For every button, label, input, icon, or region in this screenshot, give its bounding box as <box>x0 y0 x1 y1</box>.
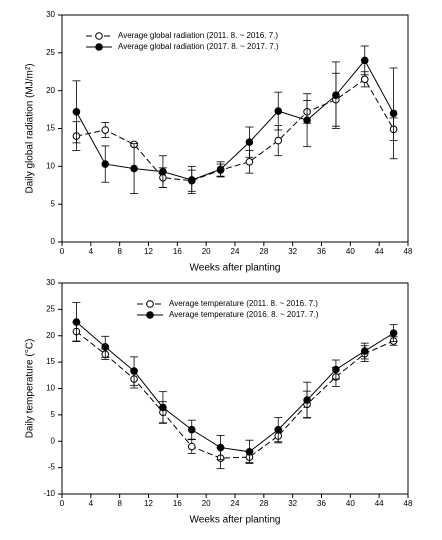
x-tick-label: 48 <box>404 499 413 508</box>
data-point <box>332 365 340 374</box>
data-point <box>360 56 369 65</box>
data-point <box>130 164 138 173</box>
x-tick-label: 32 <box>288 499 297 508</box>
x-tick-label: 20 <box>202 247 211 256</box>
y-tick-label: -10 <box>43 489 55 498</box>
x-tick-label: 8 <box>117 247 122 256</box>
data-point <box>360 347 369 355</box>
series-line <box>75 59 395 181</box>
y-axis-label: Daily global radiation (MJ/m²) <box>25 63 36 193</box>
data-point <box>101 126 110 134</box>
data-point <box>187 425 196 434</box>
legend-label: Average temperature (2016. 8. ~ 2017. 7.… <box>169 310 319 319</box>
x-axis-label: Weeks after planting <box>190 263 281 274</box>
data-point <box>159 403 167 412</box>
y-tick-label: 25 <box>46 48 55 57</box>
y-tick-label: 5 <box>51 199 56 208</box>
x-tick-label: 44 <box>375 247 384 256</box>
y-tick-label: 30 <box>46 278 55 287</box>
data-point <box>332 91 340 100</box>
data-point <box>303 396 311 404</box>
y-tick-label: 20 <box>46 331 55 340</box>
x-tick-label: 32 <box>288 247 297 256</box>
legend-label: Average global radiation (2011. 8. ~ 201… <box>118 31 278 40</box>
x-tick-label: 4 <box>89 247 94 256</box>
x-tick-label: 20 <box>202 499 211 508</box>
legend-marker <box>146 311 154 319</box>
x-tick-label: 0 <box>60 247 65 256</box>
data-point <box>187 176 196 184</box>
y-tick-label: 0 <box>51 237 56 246</box>
data-point <box>303 116 311 124</box>
legend-label: Average temperature (2011. 8. ~ 2016. 7.… <box>169 299 318 308</box>
data-point <box>130 367 138 375</box>
x-tick-label: 12 <box>144 247 153 256</box>
data-point <box>245 138 254 146</box>
data-point <box>389 109 398 118</box>
legend-marker <box>95 43 103 51</box>
data-point <box>187 442 196 451</box>
x-tick-label: 8 <box>117 499 122 508</box>
x-tick-label: 36 <box>317 499 326 508</box>
data-point <box>101 160 110 168</box>
series-line <box>76 78 395 182</box>
y-tick-label: 30 <box>46 10 55 19</box>
data-point <box>245 448 254 456</box>
y-tick-label: 25 <box>46 304 55 313</box>
data-point <box>159 167 167 176</box>
data-point <box>216 165 225 174</box>
legend-marker <box>95 32 103 40</box>
data-point <box>274 425 283 434</box>
x-tick-label: 4 <box>89 499 94 508</box>
x-tick-label: 40 <box>346 247 355 256</box>
y-tick-label: -5 <box>48 463 56 472</box>
y-tick-label: 10 <box>46 384 55 393</box>
y-tick-label: 20 <box>46 86 55 95</box>
data-point <box>216 443 225 452</box>
y-tick-label: 0 <box>51 436 56 445</box>
y-tick-label: 10 <box>46 161 55 170</box>
x-tick-label: 40 <box>346 499 355 508</box>
data-point <box>274 107 283 115</box>
y-tick-label: 15 <box>46 357 55 366</box>
x-tick-label: 48 <box>404 247 413 256</box>
data-point <box>274 136 283 145</box>
x-tick-label: 16 <box>173 499 182 508</box>
y-axis-label: Daily temperature (°C) <box>25 339 36 439</box>
y-tick-label: 5 <box>51 410 56 419</box>
data-point <box>389 329 398 337</box>
x-axis-label: Weeks after planting <box>190 515 281 526</box>
y-tick-label: 15 <box>46 124 55 133</box>
x-tick-label: 36 <box>317 247 326 256</box>
x-tick-label: 44 <box>375 499 384 508</box>
x-tick-label: 28 <box>259 247 268 256</box>
data-point <box>360 75 369 84</box>
x-tick-label: 12 <box>144 499 153 508</box>
legend-marker <box>146 300 154 308</box>
series-line <box>76 331 394 459</box>
x-tick-label: 28 <box>259 499 268 508</box>
data-point <box>101 343 110 351</box>
x-tick-label: 16 <box>173 247 182 256</box>
x-tick-label: 24 <box>231 247 240 256</box>
legend-label: Average global radiation (2017. 8. ~ 201… <box>118 42 279 51</box>
x-tick-label: 24 <box>231 499 240 508</box>
data-point <box>72 318 81 326</box>
data-point <box>72 108 81 116</box>
series-line <box>76 321 394 453</box>
x-tick-label: 0 <box>60 499 65 508</box>
data-point <box>245 157 254 166</box>
